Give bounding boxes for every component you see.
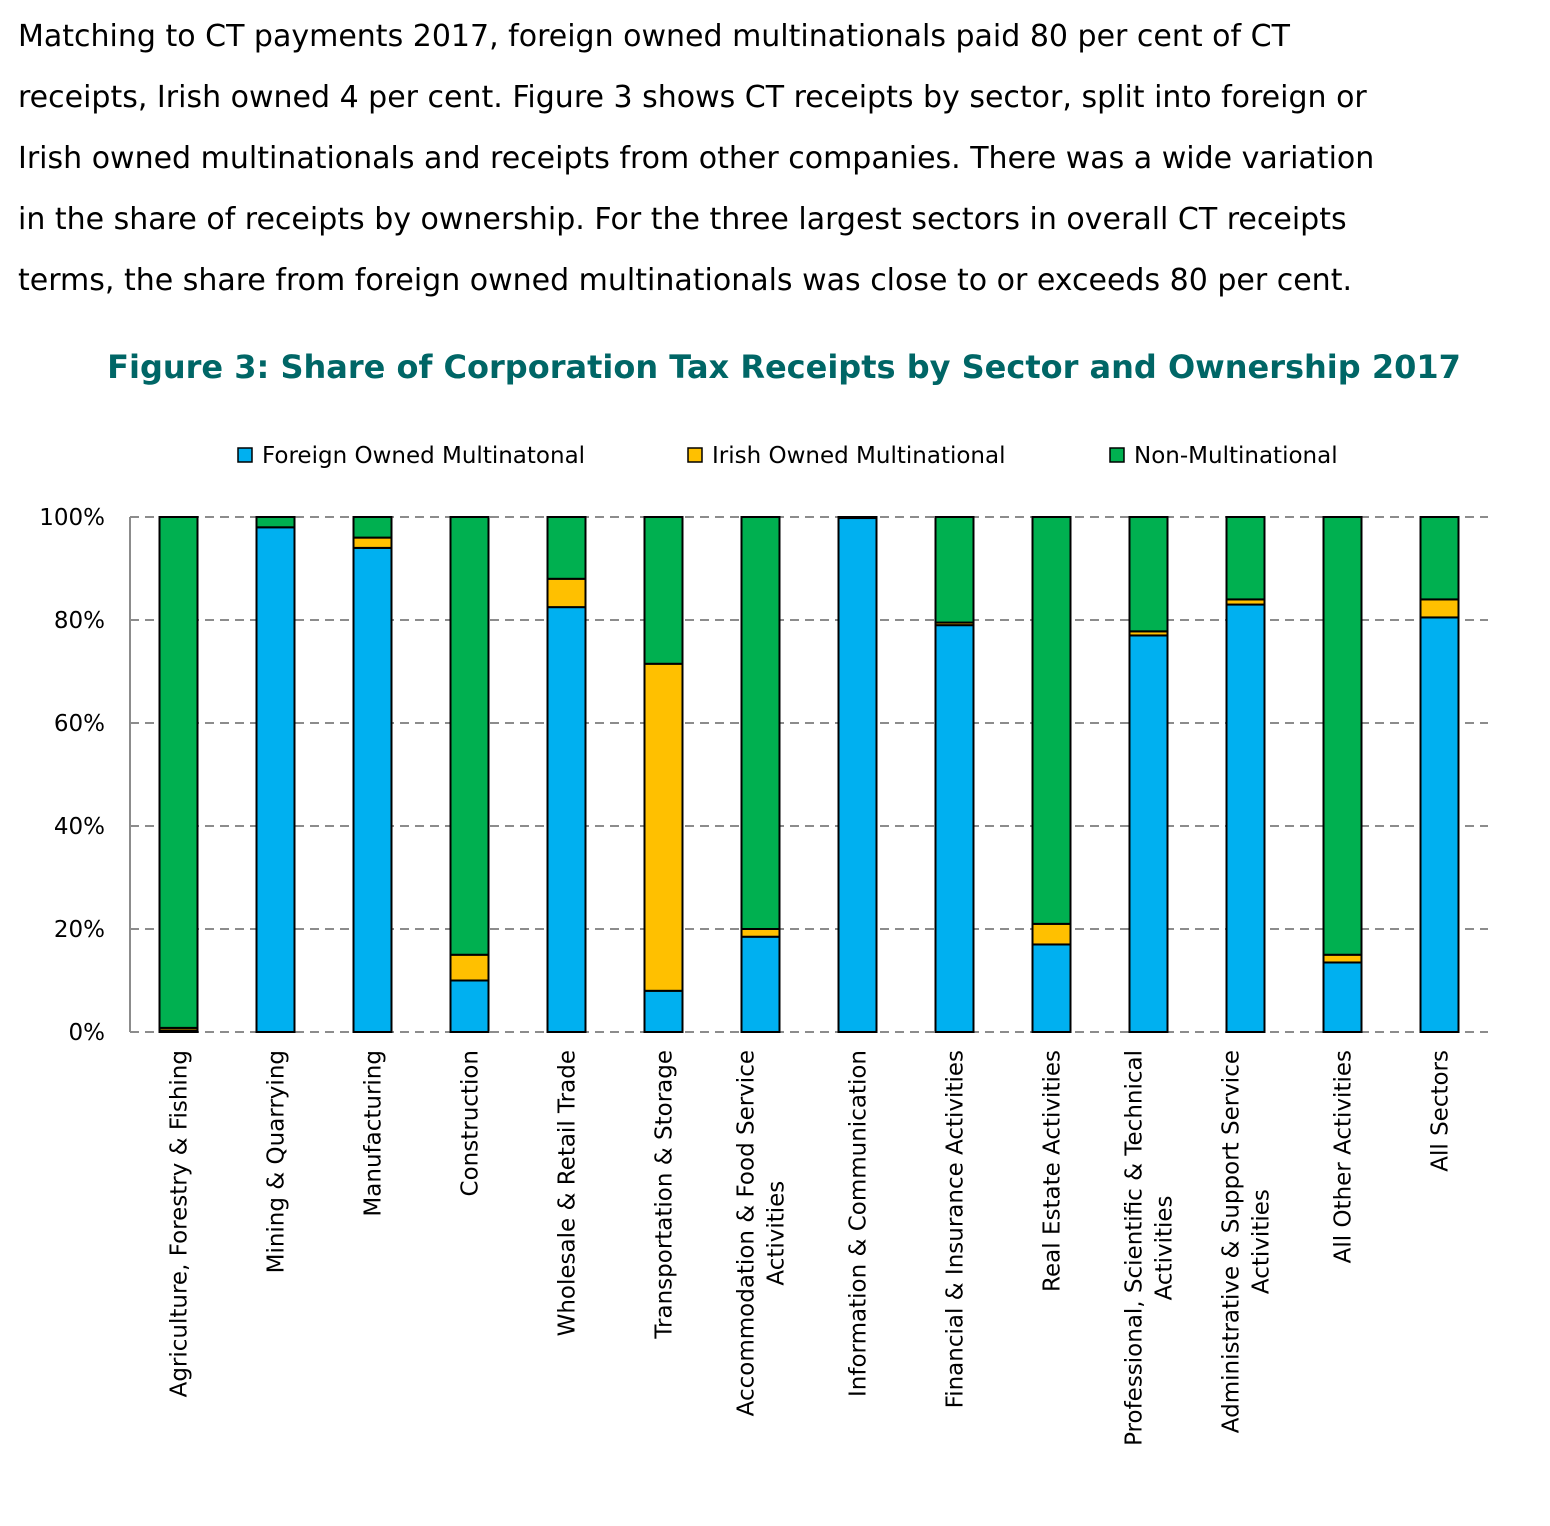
category-label: Agriculture, Forestry & Fishing — [167, 1050, 193, 1397]
category-label: Construction — [458, 1050, 484, 1196]
intro-line: terms, the share from foreign owned mult… — [18, 263, 1352, 298]
category-label-line: Administrative & Support Service — [1219, 1050, 1245, 1433]
bar-segment — [546, 577, 587, 609]
y-tick-label: 60% — [54, 711, 105, 737]
category-label-line: Wholesale & Retail Trade — [555, 1050, 581, 1336]
legend-swatch — [1109, 447, 1125, 463]
bar-segment — [1419, 516, 1460, 601]
y-tick-label: 0% — [69, 1020, 106, 1046]
bar-segment — [1419, 598, 1460, 619]
category-label-line: Financial & Insurance Activities — [943, 1050, 969, 1408]
category-label: Information & Communication — [846, 1050, 872, 1397]
intro-paragraph: Matching to CT payments 2017, foreign ow… — [18, 6, 1548, 311]
bar-segment — [1322, 516, 1363, 956]
bar-segment — [1419, 616, 1460, 1034]
bar-segment — [1031, 516, 1072, 925]
bar-segment — [837, 516, 878, 520]
category-label: Wholesale & Retail Trade — [555, 1050, 581, 1336]
category-label: Real Estate Activities — [1040, 1050, 1066, 1292]
category-label-line: Transportation & Storage — [652, 1050, 678, 1340]
bar-segment — [449, 516, 490, 956]
bar-segment — [449, 953, 490, 982]
category-label: Accommodation & Food Service Activities — [734, 1050, 790, 1416]
bar-segment — [934, 516, 975, 624]
category-label-line: Accommodation & Food Service — [734, 1050, 760, 1416]
bar-segment — [449, 979, 490, 1033]
bar-segment — [740, 928, 781, 938]
y-tick-label: 20% — [54, 917, 105, 943]
bar-segment — [1128, 516, 1169, 633]
category-label-line: Activities — [1249, 1189, 1275, 1294]
bar-segment — [837, 517, 878, 1033]
legend-label: Irish Owned Multinational — [712, 443, 1006, 469]
bar-segment — [643, 989, 684, 1033]
category-label: All Sectors — [1428, 1050, 1454, 1172]
legend-label: Foreign Owned Multinatonal — [262, 443, 585, 469]
y-tick-label: 80% — [54, 608, 105, 634]
chart-container: 0% 20% 40% 60% 80% 100% Foreign Owned Multinat… — [0, 420, 1550, 1526]
category-label-line: Activities — [1152, 1195, 1178, 1300]
category-label: Manufacturing — [361, 1050, 387, 1217]
intro-line: Matching to CT payments 2017, foreign ow… — [18, 19, 1290, 54]
category-label: Financial & Insurance Activities — [943, 1050, 969, 1408]
y-tick-label: 40% — [54, 814, 105, 840]
category-label-line: Agriculture, Forestry & Fishing — [167, 1050, 193, 1397]
category-label-line: Construction — [458, 1050, 484, 1196]
bar-segment — [1322, 961, 1363, 1033]
category-label-line: All Other Activities — [1331, 1050, 1357, 1263]
bar-segment — [255, 516, 296, 529]
category-label: All Other Activities — [1331, 1050, 1357, 1263]
bar-segment — [1031, 943, 1072, 1034]
bar-segment — [1225, 516, 1266, 601]
bar-segment — [1322, 953, 1363, 964]
bar-segment — [1128, 634, 1169, 1033]
intro-line: receipts, Irish owned 4 per cent. Figure… — [18, 80, 1367, 115]
category-label: Transportation & Storage — [652, 1050, 678, 1340]
stacked-bar-chart: 0% 20% 40% 60% 80% 100% Foreign Owned Multinat… — [39, 443, 1488, 1446]
bar-segment — [740, 516, 781, 930]
bar-segment — [255, 526, 296, 1034]
category-label-line: Real Estate Activities — [1040, 1050, 1066, 1292]
bar-segment — [643, 662, 684, 992]
bar-segment — [546, 606, 587, 1033]
bar-segment — [352, 536, 393, 549]
bar-segment — [158, 516, 199, 1029]
category-label-line: Activities — [764, 1181, 790, 1286]
category-label-line: Manufacturing — [361, 1050, 387, 1217]
bar-segment — [352, 546, 393, 1034]
category-label-line: Information & Communication — [846, 1050, 872, 1397]
bar-segment — [740, 935, 781, 1033]
legend-swatch — [687, 447, 703, 463]
bar-segment — [546, 516, 587, 580]
legend-swatch — [237, 447, 253, 463]
bar-segment — [1031, 922, 1072, 946]
category-label: Administrative & Support Service Activiti… — [1219, 1050, 1275, 1433]
bar-segment — [352, 516, 393, 539]
intro-line: Irish owned multinationals and receipts … — [18, 141, 1375, 176]
category-label-line: Mining & Quarrying — [264, 1050, 290, 1273]
category-label: Mining & Quarrying — [264, 1050, 290, 1273]
category-label: Professional, Scientific & Technical Acti… — [1122, 1050, 1178, 1446]
legend-label: Non-Multinational — [1134, 443, 1338, 469]
intro-line: in the share of receipts by ownership. F… — [18, 202, 1347, 237]
category-label-line: All Sectors — [1428, 1050, 1454, 1172]
bar-segment — [934, 624, 975, 1033]
bar-segment — [643, 516, 684, 665]
bar-segment — [1225, 603, 1266, 1034]
y-tick-label: 100% — [39, 505, 105, 531]
figure-title: Figure 3: Share of Corporation Tax Recei… — [107, 348, 1461, 386]
category-label-line: Professional, Scientific & Technical — [1122, 1050, 1148, 1446]
